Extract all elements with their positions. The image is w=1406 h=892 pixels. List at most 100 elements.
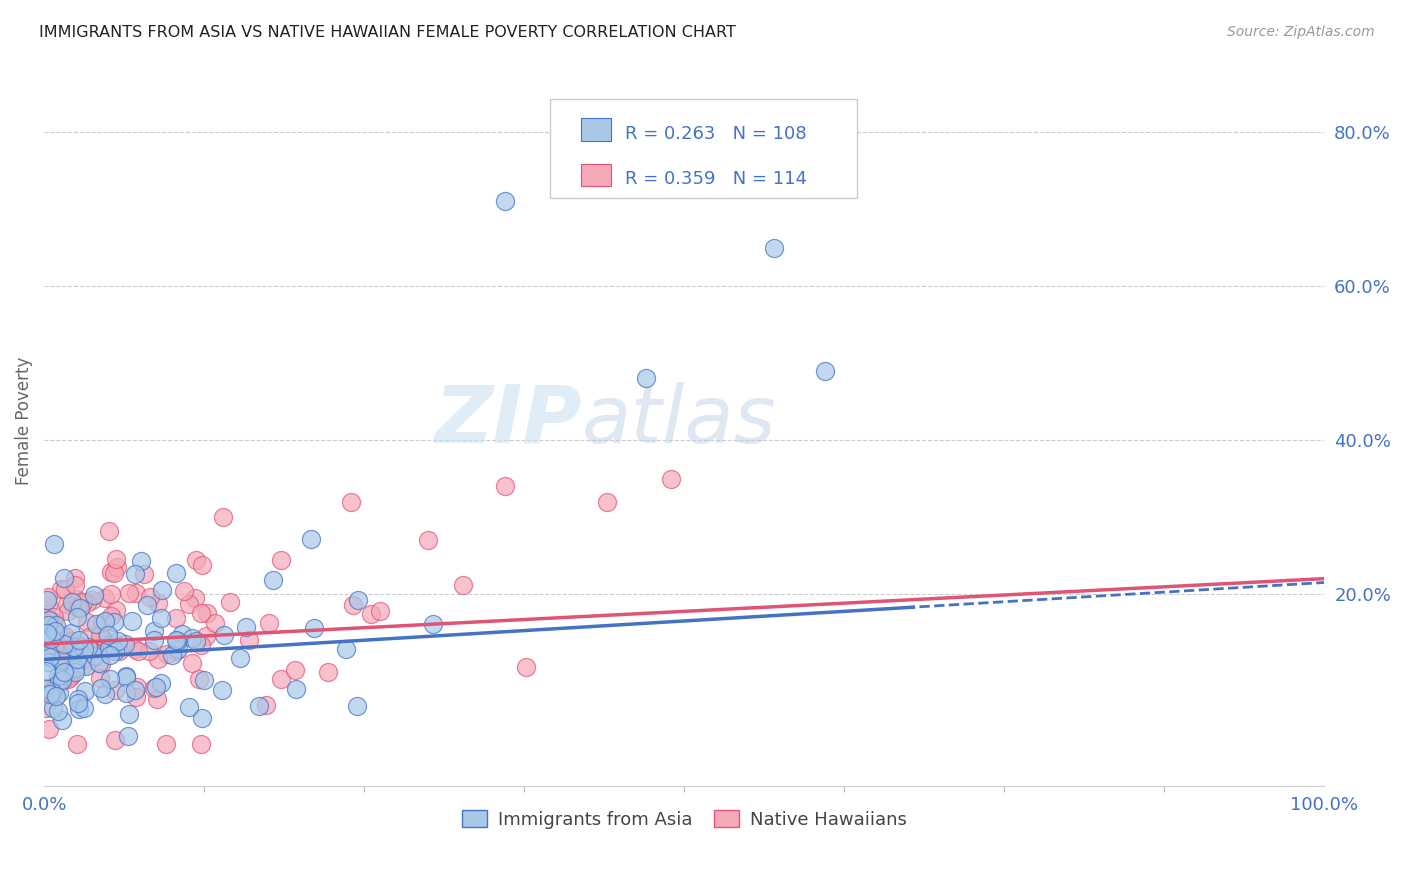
Point bbox=[125, 586, 148, 600]
Point bbox=[124, 642, 146, 657]
Point bbox=[77, 631, 100, 645]
Point bbox=[262, 573, 284, 587]
Point bbox=[42, 687, 65, 701]
Point bbox=[56, 604, 79, 618]
Point bbox=[44, 690, 66, 704]
Point bbox=[100, 609, 122, 624]
Point bbox=[103, 615, 125, 629]
Point bbox=[37, 617, 59, 632]
Point bbox=[58, 646, 80, 660]
Point bbox=[53, 571, 76, 585]
Point bbox=[72, 595, 94, 609]
Point bbox=[173, 584, 195, 599]
Point bbox=[108, 643, 131, 657]
Point bbox=[75, 659, 97, 673]
Point bbox=[814, 364, 837, 378]
Point bbox=[124, 566, 146, 581]
Point bbox=[42, 614, 65, 628]
Point bbox=[177, 597, 200, 611]
Point bbox=[34, 681, 56, 695]
Point bbox=[48, 641, 70, 656]
Point bbox=[83, 588, 105, 602]
Point bbox=[59, 626, 82, 640]
Point bbox=[125, 680, 148, 694]
Point bbox=[165, 644, 187, 658]
Point bbox=[44, 536, 66, 550]
Point bbox=[46, 704, 69, 718]
Point bbox=[42, 615, 65, 629]
Point bbox=[146, 596, 169, 610]
Point bbox=[35, 625, 58, 640]
Point bbox=[360, 607, 382, 621]
Point bbox=[190, 606, 212, 620]
Legend: Immigrants from Asia, Native Hawaiians: Immigrants from Asia, Native Hawaiians bbox=[454, 803, 914, 836]
Point bbox=[191, 711, 214, 725]
Point bbox=[66, 696, 89, 710]
Point bbox=[72, 657, 94, 672]
Text: R = 0.263   N = 108: R = 0.263 N = 108 bbox=[626, 125, 807, 143]
Point bbox=[65, 638, 87, 652]
Point bbox=[72, 642, 94, 657]
Point bbox=[62, 640, 84, 654]
Point bbox=[494, 479, 516, 493]
Point bbox=[41, 644, 63, 658]
Point bbox=[184, 633, 207, 648]
Point bbox=[302, 621, 325, 635]
Point bbox=[84, 646, 107, 660]
Point bbox=[342, 598, 364, 612]
Point bbox=[190, 638, 212, 652]
Point bbox=[165, 611, 187, 625]
Point bbox=[59, 634, 82, 648]
Point bbox=[94, 591, 117, 605]
Point bbox=[270, 672, 292, 686]
Point bbox=[188, 672, 211, 686]
Point bbox=[515, 660, 537, 674]
Point bbox=[156, 648, 179, 662]
Point bbox=[103, 733, 125, 747]
Point bbox=[89, 628, 111, 642]
Point bbox=[53, 650, 76, 665]
Point bbox=[107, 633, 129, 648]
Point bbox=[145, 680, 167, 694]
Point bbox=[254, 698, 277, 713]
Point bbox=[35, 664, 58, 678]
Point bbox=[69, 601, 91, 615]
Point bbox=[34, 626, 56, 640]
Point bbox=[35, 683, 58, 698]
Point bbox=[44, 624, 66, 638]
Point bbox=[55, 673, 77, 687]
Text: atlas: atlas bbox=[582, 382, 776, 459]
Point bbox=[83, 649, 105, 664]
Point bbox=[121, 614, 143, 628]
Point bbox=[44, 687, 66, 701]
Text: ZIP: ZIP bbox=[434, 382, 582, 459]
Point bbox=[80, 653, 103, 667]
Point bbox=[80, 593, 103, 607]
Point bbox=[53, 582, 76, 597]
Point bbox=[87, 656, 110, 670]
Point bbox=[49, 628, 72, 642]
Point bbox=[204, 615, 226, 630]
Point bbox=[150, 610, 173, 624]
Point bbox=[451, 578, 474, 592]
Point bbox=[214, 628, 236, 642]
Point bbox=[51, 673, 73, 687]
Point bbox=[90, 657, 112, 671]
Point bbox=[39, 632, 62, 646]
Point bbox=[73, 700, 96, 714]
Point bbox=[114, 637, 136, 651]
Point bbox=[114, 686, 136, 700]
Point bbox=[56, 672, 79, 686]
Point bbox=[165, 632, 187, 647]
Point bbox=[46, 641, 69, 656]
Point bbox=[103, 566, 125, 580]
Point bbox=[60, 667, 83, 681]
Point bbox=[55, 629, 77, 643]
Point bbox=[76, 615, 98, 629]
Point bbox=[127, 644, 149, 658]
Point bbox=[37, 598, 59, 612]
Point bbox=[143, 633, 166, 648]
Point bbox=[48, 676, 70, 690]
Point bbox=[105, 602, 128, 616]
Point bbox=[73, 684, 96, 698]
